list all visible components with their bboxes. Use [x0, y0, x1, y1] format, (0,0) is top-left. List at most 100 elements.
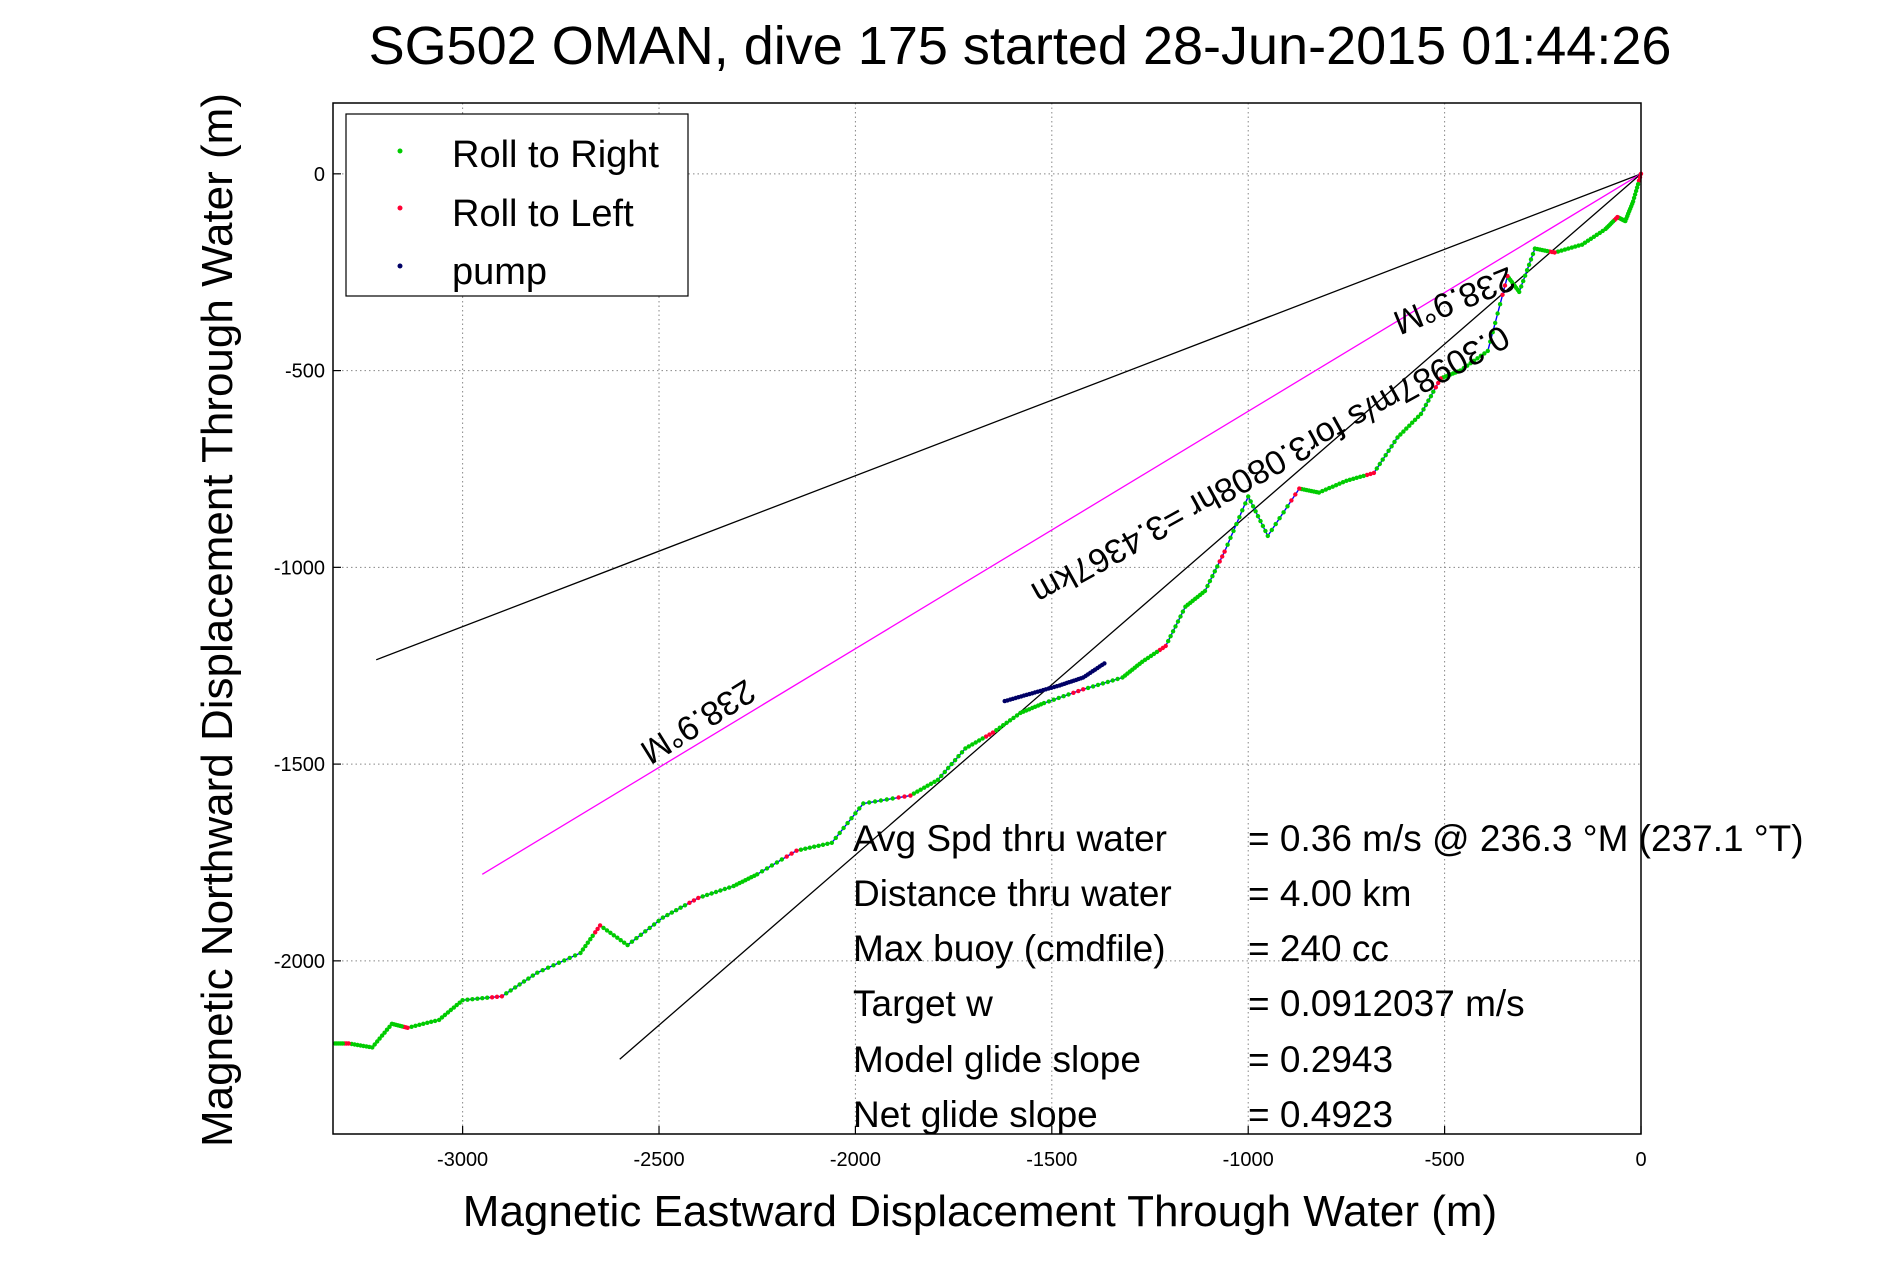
roll-right-point — [946, 765, 951, 771]
roll-right-point — [1519, 284, 1524, 289]
roll-right-point — [625, 942, 630, 948]
roll-right-point — [551, 963, 556, 968]
roll-right-point — [1398, 432, 1403, 437]
roll-right-point — [1011, 715, 1016, 721]
roll-left-point — [1502, 283, 1508, 288]
roll-right-point — [629, 939, 635, 944]
legend-box — [345, 113, 689, 297]
roll-right-point — [925, 783, 930, 788]
roll-right-point — [590, 933, 595, 938]
roll-right-point — [841, 825, 846, 831]
roll-right-point — [1361, 473, 1366, 479]
roll-right-point — [389, 1021, 395, 1026]
roll-right-point — [867, 800, 872, 805]
roll-right-point — [413, 1023, 418, 1028]
stat-value-distance: = 4.00 km — [1248, 873, 1412, 914]
roll-right-point — [1415, 414, 1421, 419]
roll-right-point — [643, 929, 648, 934]
roll-right-point — [1243, 501, 1248, 506]
roll-right-point — [611, 933, 616, 938]
stat-value-model-glide: = 0.2943 — [1248, 1039, 1393, 1080]
roll-right-point — [1330, 484, 1335, 489]
legend-marker-pump — [397, 263, 403, 269]
roll-right-point — [718, 888, 723, 893]
x-tick-label: -1500 — [1026, 1149, 1077, 1171]
roll-right-point — [980, 736, 985, 741]
roll-right-point — [1478, 353, 1484, 358]
roll-left-point — [784, 854, 789, 859]
roll-right-point — [1569, 245, 1575, 250]
roll-left-point — [1081, 687, 1086, 692]
roll-right-point — [1240, 508, 1245, 513]
roll-right-point — [1170, 629, 1176, 634]
roll-right-point — [1573, 244, 1578, 249]
roll-left-point — [896, 795, 901, 800]
roll-right-point — [1521, 278, 1526, 284]
roll-right-point — [1395, 435, 1400, 440]
roll-left-point — [1220, 554, 1225, 559]
roll-right-point — [1285, 504, 1290, 509]
roll-right-point — [379, 1033, 385, 1038]
roll-points — [332, 171, 1644, 1050]
roll-right-point — [377, 1036, 382, 1041]
roll-right-point — [1634, 185, 1640, 190]
roll-right-point — [1421, 407, 1426, 412]
roll-right-point — [1168, 634, 1173, 639]
roll-right-point — [949, 761, 954, 767]
roll-right-point — [1344, 478, 1349, 483]
roll-right-point — [928, 781, 934, 786]
roll-right-point — [1392, 439, 1397, 445]
roll-left-point — [1371, 470, 1377, 476]
legend-label-roll-left: Roll to Left — [452, 193, 634, 235]
roll-left-point — [990, 730, 996, 735]
roll-right-point — [521, 979, 527, 984]
x-tick-label: -1000 — [1223, 1149, 1274, 1171]
roll-right-point — [1014, 713, 1020, 718]
roll-right-point — [727, 885, 732, 890]
chart-title: SG502 OMAN, dive 175 started 28-Jun-2015… — [369, 16, 1672, 76]
roll-right-point — [1347, 477, 1353, 482]
roll-right-point — [764, 866, 770, 871]
roll-right-point — [475, 996, 480, 1001]
roll-right-point — [1100, 681, 1106, 686]
roll-left-point — [1433, 385, 1439, 390]
roll-right-point — [825, 841, 830, 846]
roll-right-point — [665, 912, 670, 918]
roll-left-point — [1297, 486, 1302, 491]
roll-right-point — [1412, 417, 1418, 422]
roll-right-point — [1255, 514, 1261, 519]
roll-right-point — [682, 903, 688, 908]
roll-right-point — [1110, 678, 1115, 683]
roll-right-point — [1497, 302, 1503, 307]
roll-right-point — [1205, 583, 1210, 589]
roll-right-point — [1386, 448, 1391, 453]
roll-right-point — [1490, 330, 1495, 335]
roll-right-point — [1633, 188, 1639, 194]
roll-right-point — [1526, 262, 1532, 267]
roll-left-point — [1636, 178, 1642, 183]
roll-left-point — [593, 930, 598, 935]
roll-right-point — [872, 799, 878, 804]
roll-right-point — [454, 1002, 459, 1008]
roll-right-point — [1566, 246, 1571, 251]
roll-right-point — [1351, 476, 1356, 481]
pump-point — [1102, 661, 1107, 666]
roll-right-point — [1115, 676, 1120, 682]
roll-right-point — [387, 1024, 392, 1030]
roll-right-point — [1635, 182, 1641, 187]
roll-right-point — [1579, 242, 1585, 247]
roll-right-point — [1066, 692, 1071, 697]
roll-right-point — [540, 968, 545, 973]
roll-right-point — [1389, 444, 1394, 449]
roll-right-point — [1383, 453, 1388, 458]
roll-right-point — [884, 797, 889, 802]
roll-right-point — [922, 785, 927, 790]
roll-right-point — [436, 1017, 442, 1023]
roll-right-point — [833, 835, 838, 841]
roll-right-point — [578, 950, 583, 956]
roll-right-point — [439, 1015, 445, 1020]
roll-right-point — [585, 940, 590, 945]
roll-right-point — [1358, 474, 1363, 479]
roll-right-point — [1260, 523, 1266, 529]
